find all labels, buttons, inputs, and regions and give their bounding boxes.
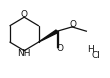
Text: NH: NH — [17, 49, 30, 58]
Polygon shape — [38, 30, 58, 42]
Text: O: O — [70, 20, 77, 29]
Text: Cl: Cl — [92, 51, 101, 60]
Text: O: O — [21, 10, 28, 19]
Text: H: H — [87, 45, 94, 54]
Text: O: O — [56, 44, 63, 53]
